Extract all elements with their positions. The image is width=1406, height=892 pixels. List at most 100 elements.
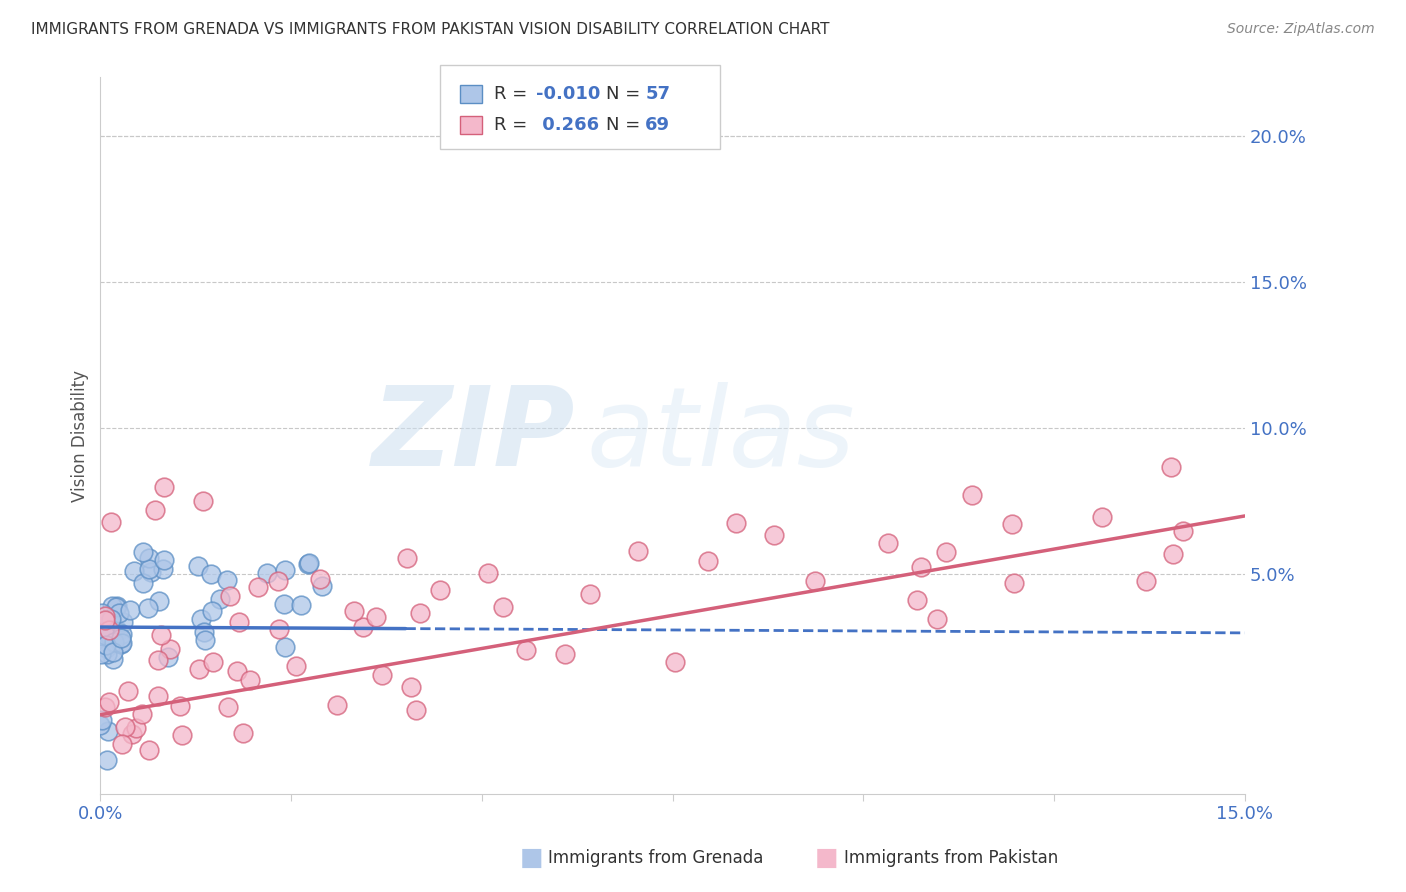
Text: 57: 57 <box>645 85 671 103</box>
Point <box>343 604 366 618</box>
Point <box>724 516 747 530</box>
Text: -0.010: -0.010 <box>536 85 600 103</box>
Text: 0.266: 0.266 <box>536 116 599 134</box>
Point <box>94 628 117 642</box>
Point <box>96 753 118 767</box>
Point <box>763 528 786 542</box>
Point <box>146 690 169 704</box>
Point <box>111 737 134 751</box>
Point <box>101 645 124 659</box>
Text: R =: R = <box>494 85 533 103</box>
Point <box>1160 460 1182 475</box>
Point <box>905 593 928 607</box>
Point <box>274 563 297 577</box>
Point <box>326 698 349 712</box>
Point <box>110 631 132 645</box>
Point <box>91 614 114 628</box>
Point <box>96 641 118 656</box>
Text: Immigrants from Grenada: Immigrants from Grenada <box>548 849 763 867</box>
Point <box>256 566 278 580</box>
Point <box>209 591 232 606</box>
Point <box>232 725 254 739</box>
Point <box>89 718 111 732</box>
Point <box>97 723 120 738</box>
Point <box>515 642 537 657</box>
Point <box>399 680 422 694</box>
Point <box>141 565 163 579</box>
Point <box>290 598 312 612</box>
Point <box>191 494 214 508</box>
Point <box>122 564 145 578</box>
Point <box>138 743 160 757</box>
Point <box>201 604 224 618</box>
Point <box>1135 574 1157 588</box>
Point <box>131 706 153 721</box>
Point <box>935 545 957 559</box>
Point <box>97 623 120 637</box>
Point <box>190 612 212 626</box>
Point <box>284 659 307 673</box>
Point <box>297 558 319 572</box>
Point <box>153 480 176 494</box>
Text: ■: ■ <box>815 847 838 870</box>
Point <box>152 562 174 576</box>
Point <box>125 721 148 735</box>
Text: Immigrants from Pakistan: Immigrants from Pakistan <box>844 849 1057 867</box>
Point <box>111 615 134 630</box>
Point <box>274 640 297 654</box>
Point <box>1002 575 1025 590</box>
Point <box>132 576 155 591</box>
Point <box>98 695 121 709</box>
Point <box>138 551 160 566</box>
Point <box>267 622 290 636</box>
Point <box>247 580 270 594</box>
Point <box>100 515 122 529</box>
Point <box>1091 510 1114 524</box>
Point <box>101 652 124 666</box>
Text: ■: ■ <box>520 847 543 870</box>
Point <box>136 601 159 615</box>
Point <box>803 574 825 588</box>
Point <box>579 587 602 601</box>
Point <box>1171 524 1194 538</box>
Point <box>111 626 134 640</box>
Point <box>98 627 121 641</box>
Point <box>228 615 250 630</box>
Point <box>1161 547 1184 561</box>
Point <box>309 572 332 586</box>
Text: Source: ZipAtlas.com: Source: ZipAtlas.com <box>1227 22 1375 37</box>
Point <box>194 633 217 648</box>
Point <box>267 574 290 588</box>
Point <box>145 503 167 517</box>
Point <box>187 559 209 574</box>
Point <box>169 698 191 713</box>
Point <box>225 664 247 678</box>
Point <box>215 573 238 587</box>
Point <box>100 615 122 629</box>
Point <box>96 648 118 662</box>
Point <box>146 653 169 667</box>
Text: R =: R = <box>494 116 533 134</box>
Point <box>90 713 112 727</box>
Point <box>366 609 388 624</box>
Point <box>107 606 129 620</box>
Text: N =: N = <box>606 116 645 134</box>
Point <box>352 620 374 634</box>
Point <box>94 638 117 652</box>
Point <box>153 552 176 566</box>
Point <box>429 582 451 597</box>
Point <box>273 597 295 611</box>
Point <box>107 624 129 639</box>
Text: IMMIGRANTS FROM GRENADA VS IMMIGRANTS FROM PAKISTAN VISION DISABILITY CORRELATIO: IMMIGRANTS FROM GRENADA VS IMMIGRANTS FR… <box>31 22 830 37</box>
Y-axis label: Vision Disability: Vision Disability <box>72 369 89 501</box>
Point <box>218 589 240 603</box>
Text: ZIP: ZIP <box>371 382 575 489</box>
Text: N =: N = <box>606 85 645 103</box>
Point <box>554 647 576 661</box>
Point <box>148 594 170 608</box>
Point <box>156 650 179 665</box>
Point <box>927 612 949 626</box>
Point <box>120 603 142 617</box>
Point <box>104 599 127 614</box>
Point <box>200 567 222 582</box>
